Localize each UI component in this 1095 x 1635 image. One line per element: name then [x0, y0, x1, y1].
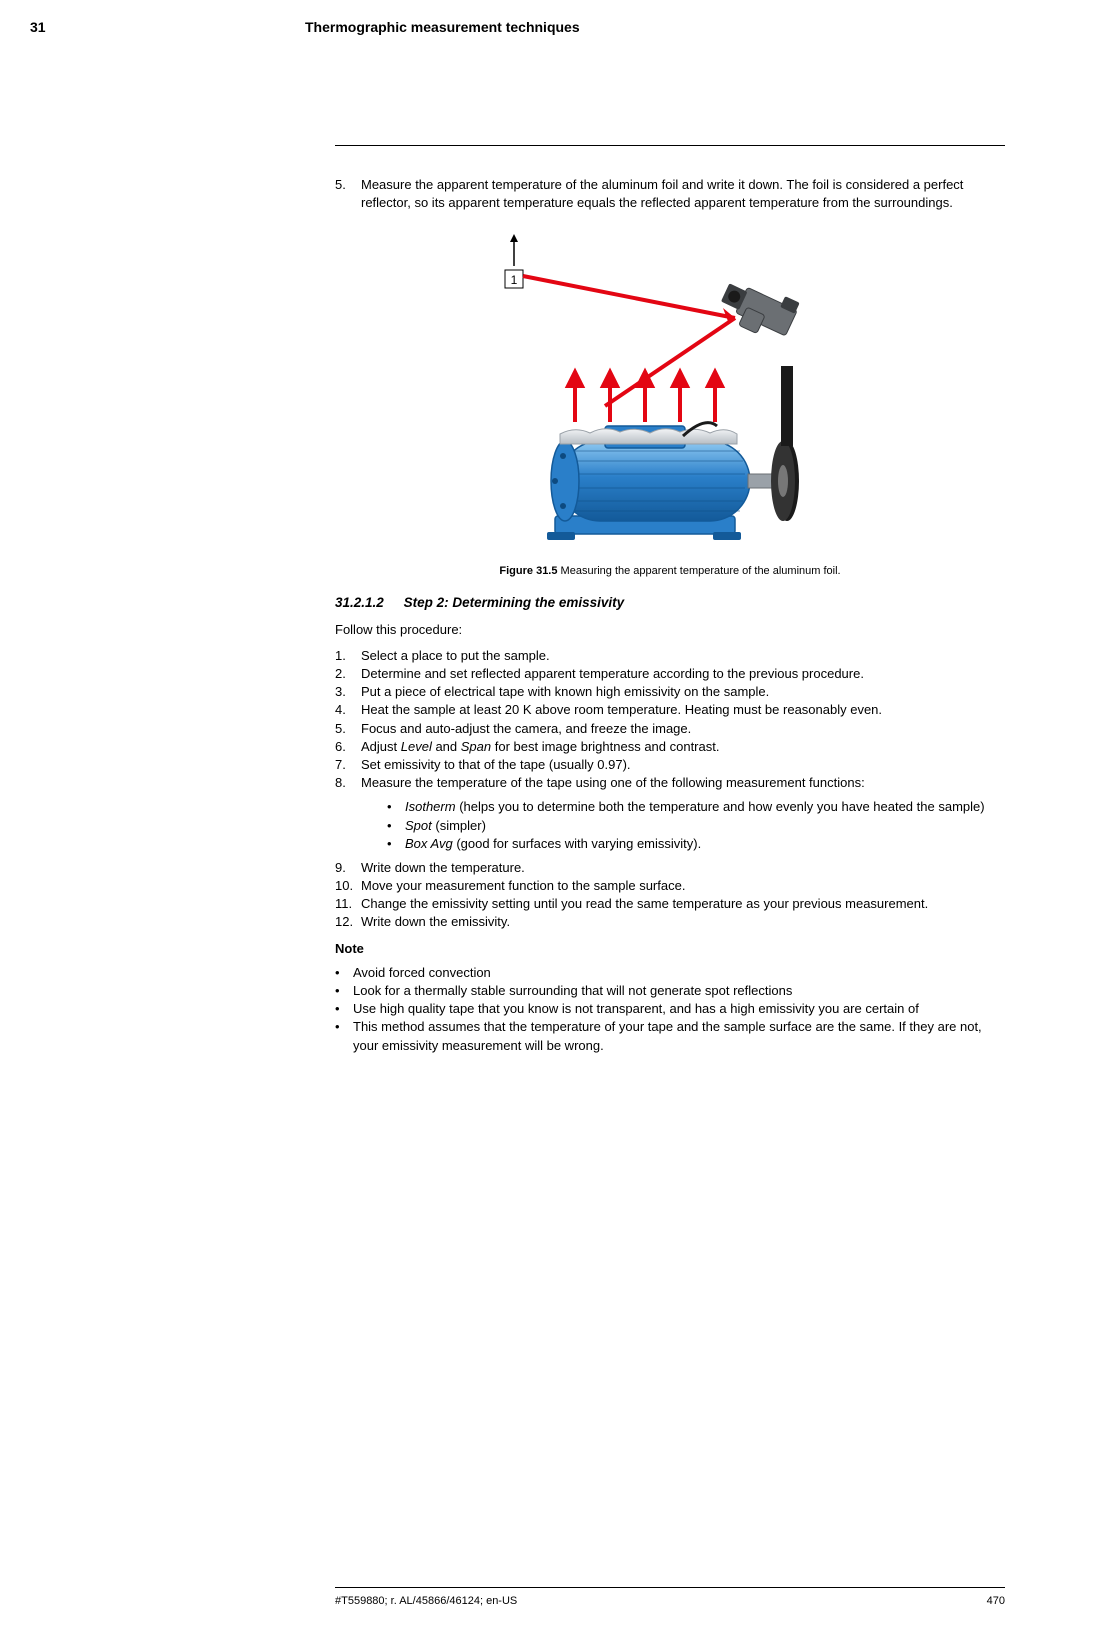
sub-text: Box Avg (good for surfaces with varying …	[405, 835, 1005, 853]
item-text: Move your measurement function to the sa…	[361, 877, 1005, 895]
t: (good for surfaces with varying emissivi…	[453, 836, 702, 851]
item-text: Adjust Level and Span for best image bri…	[361, 738, 1005, 756]
page-header: 31 Thermographic measurement techniques	[0, 18, 1095, 38]
content-area: 5. Measure the apparent temperature of t…	[335, 145, 1005, 1055]
sub-item: •Spot (simpler)	[387, 817, 1005, 835]
list-item: 5. Measure the apparent temperature of t…	[335, 176, 1005, 212]
t: Measure the temperature of the tape usin…	[361, 775, 865, 790]
top-rule	[335, 145, 1005, 146]
note-item: •This method assumes that the temperatur…	[335, 1018, 1005, 1054]
item-text: Measure the apparent temperature of the …	[361, 176, 1005, 212]
t: and	[432, 739, 461, 754]
list-item: 9.Write down the temperature.	[335, 859, 1005, 877]
list-item: 2.Determine and set reflected apparent t…	[335, 665, 1005, 683]
item-number: 5.	[335, 720, 361, 738]
intro-list: 5. Measure the apparent temperature of t…	[335, 176, 1005, 212]
bullet-icon: •	[335, 982, 353, 1000]
note-list: •Avoid forced convection •Look for a the…	[335, 964, 1005, 1055]
sub-item: •Isotherm (helps you to determine both t…	[387, 798, 1005, 816]
item-text: Put a piece of electrical tape with know…	[361, 683, 1005, 701]
figure: 1	[335, 226, 1005, 579]
i: Isotherm	[405, 799, 456, 814]
i: Level	[401, 739, 432, 754]
t: (helps you to determine both the tempera…	[456, 799, 985, 814]
bullet-icon: •	[335, 964, 353, 982]
page-number: 470	[987, 1594, 1005, 1609]
list-item: 4.Heat the sample at least 20 K above ro…	[335, 701, 1005, 719]
note-text: Use high quality tape that you know is n…	[353, 1000, 1005, 1018]
note-text: This method assumes that the temperature…	[353, 1018, 1005, 1054]
sub-text: Spot (simpler)	[405, 817, 1005, 835]
item-text: Measure the temperature of the tape usin…	[361, 774, 1005, 859]
list-item: 11.Change the emissivity setting until y…	[335, 895, 1005, 913]
step2-list: 1.Select a place to put the sample. 2.De…	[335, 647, 1005, 932]
item-text: Focus and auto-adjust the camera, and fr…	[361, 720, 1005, 738]
sub-text: Isotherm (helps you to determine both th…	[405, 798, 1005, 816]
item-text: Change the emissivity setting until you …	[361, 895, 1005, 913]
section-title: Thermographic measurement techniques	[60, 18, 1095, 38]
i: Box Avg	[405, 836, 453, 851]
section-number: 31	[0, 18, 60, 38]
note-item: •Look for a thermally stable surrounding…	[335, 982, 1005, 1000]
item-text: Heat the sample at least 20 K above room…	[361, 701, 1005, 719]
list-item: 8.Measure the temperature of the tape us…	[335, 774, 1005, 859]
item-text: Write down the temperature.	[361, 859, 1005, 877]
i: Spot	[405, 818, 432, 833]
doc-id: #T559880; r. AL/45866/46124; en-US	[335, 1594, 517, 1609]
sub-list: •Isotherm (helps you to determine both t…	[387, 798, 1005, 853]
i: Span	[461, 739, 491, 754]
item-number: 3.	[335, 683, 361, 701]
bullet-icon: •	[387, 817, 405, 835]
item-number: 4.	[335, 701, 361, 719]
item-number: 7.	[335, 756, 361, 774]
figure-illustration: 1	[455, 226, 885, 556]
page-footer: #T559880; r. AL/45866/46124; en-US 470	[335, 1587, 1005, 1609]
item-text: Write down the emissivity.	[361, 913, 1005, 931]
callout-label: 1	[511, 273, 518, 287]
t: (simpler)	[432, 818, 486, 833]
list-item: 5.Focus and auto-adjust the camera, and …	[335, 720, 1005, 738]
step2-heading: 31.2.1.2 Step 2: Determining the emissiv…	[335, 594, 1005, 613]
t: for best image brightness and contrast.	[491, 739, 719, 754]
item-text: Set emissivity to that of the tape (usua…	[361, 756, 1005, 774]
figure-caption: Figure 31.5 Measuring the apparent tempe…	[335, 564, 1005, 579]
caption-prefix: Figure 31.5	[499, 565, 557, 577]
note-item: •Use high quality tape that you know is …	[335, 1000, 1005, 1018]
bullet-icon: •	[335, 1000, 353, 1018]
item-number: 6.	[335, 738, 361, 756]
list-item: 12.Write down the emissivity.	[335, 913, 1005, 931]
note-text: Avoid forced convection	[353, 964, 1005, 982]
list-item: 1.Select a place to put the sample.	[335, 647, 1005, 665]
item-number: 2.	[335, 665, 361, 683]
item-number: 10.	[335, 877, 361, 895]
item-number: 12.	[335, 913, 361, 931]
list-item: 7.Set emissivity to that of the tape (us…	[335, 756, 1005, 774]
item-number: 9.	[335, 859, 361, 877]
step2-heading-num: 31.2.1.2	[335, 595, 384, 610]
caption-text: Measuring the apparent temperature of th…	[561, 565, 841, 577]
item-text: Determine and set reflected apparent tem…	[361, 665, 1005, 683]
item-number: 5.	[335, 176, 361, 212]
t: Adjust	[361, 739, 401, 754]
list-item: 3.Put a piece of electrical tape with kn…	[335, 683, 1005, 701]
bullet-icon: •	[387, 798, 405, 816]
bullet-icon: •	[387, 835, 405, 853]
footer-rule	[335, 1587, 1005, 1588]
sub-item: •Box Avg (good for surfaces with varying…	[387, 835, 1005, 853]
note-heading: Note	[335, 940, 1005, 958]
item-number: 8.	[335, 774, 361, 859]
item-text: Select a place to put the sample.	[361, 647, 1005, 665]
step2-heading-text: Step 2: Determining the emissivity	[404, 595, 625, 610]
list-item: 10.Move your measurement function to the…	[335, 877, 1005, 895]
note-text: Look for a thermally stable surrounding …	[353, 982, 1005, 1000]
item-number: 11.	[335, 895, 361, 913]
item-number: 1.	[335, 647, 361, 665]
step2-intro: Follow this procedure:	[335, 621, 1005, 639]
bullet-icon: •	[335, 1018, 353, 1054]
list-item: 6.Adjust Level and Span for best image b…	[335, 738, 1005, 756]
note-item: •Avoid forced convection	[335, 964, 1005, 982]
